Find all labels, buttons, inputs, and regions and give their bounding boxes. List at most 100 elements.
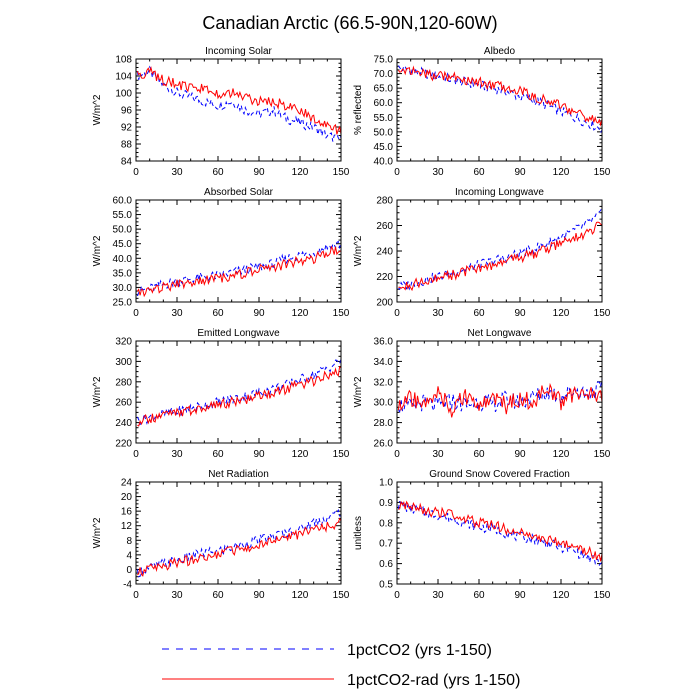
x-tick-label: 0	[394, 590, 400, 601]
panel-title: Absorbed Solar	[204, 187, 274, 198]
y-axis-label: W/m^2	[92, 94, 103, 125]
x-tick-label: 120	[292, 590, 309, 601]
ticks	[135, 58, 342, 162]
y-tick-label: 4	[126, 550, 132, 561]
x-tick-label: 30	[171, 449, 183, 460]
panel-4: Incoming Longwave 0 30 60 90 120 150 200 220 240 2…	[353, 187, 611, 319]
x-tick-label: 150	[594, 308, 611, 319]
y-tick-label: 84	[121, 157, 133, 168]
x-tick-label: 30	[171, 167, 183, 178]
plot-frame	[396, 340, 603, 444]
x-tick-label: 120	[553, 590, 570, 601]
x-tick-label: 120	[553, 308, 570, 319]
x-tick-label: 90	[253, 590, 265, 601]
panel-5: Emitted Longwave 0 30 60 90 120 150 220 240 260 28…	[92, 328, 350, 460]
y-axis-label: W/m^2	[92, 235, 103, 266]
y-tick-label: 0	[126, 565, 132, 576]
y-tick-label: 65.0	[374, 84, 394, 95]
x-tick-label: 90	[253, 167, 265, 178]
panel-3: Absorbed Solar 0 30 60 90 120 150 25.0 30.0 35.0 4…	[92, 187, 350, 319]
x-tick-label: 120	[292, 449, 309, 460]
y-tick-label: 36.0	[374, 337, 394, 348]
y-tick-label: 260	[115, 398, 132, 409]
y-tick-label: 220	[115, 439, 132, 450]
y-tick-label: 40.0	[374, 157, 394, 168]
y-tick-label: 30.0	[374, 398, 394, 409]
panel-8: Ground Snow Covered Fraction 0 30 60 90 120 15…	[353, 469, 611, 601]
y-axis-label: % reflected	[353, 85, 364, 135]
series-1pctco2	[397, 65, 602, 134]
series-1pctco2-rad	[398, 221, 602, 292]
x-tick-label: 30	[432, 590, 444, 601]
x-tick-label: 90	[253, 449, 265, 460]
plot-frame	[396, 199, 603, 303]
y-tick-label: 26.0	[374, 439, 394, 450]
x-tick-label: 90	[253, 308, 265, 319]
panel-title: Incoming Longwave	[455, 187, 544, 198]
x-tick-label: 150	[594, 590, 611, 601]
series-1pctco2	[398, 207, 602, 291]
x-tick-label: 0	[394, 449, 400, 460]
x-tick-label: 30	[432, 449, 444, 460]
x-tick-label: 0	[133, 308, 139, 319]
y-tick-label: 0.7	[379, 539, 393, 550]
y-tick-label: 20	[121, 492, 133, 503]
y-tick-label: 220	[376, 272, 393, 283]
panel-title: Ground Snow Covered Fraction	[429, 469, 570, 480]
y-tick-label: 28.0	[374, 418, 394, 429]
y-tick-label: 100	[115, 89, 132, 100]
panel-1: Incoming Solar 0 30 60 90 120 150 84 88 92 96 100 10…	[92, 46, 350, 178]
x-tick-label: 60	[473, 167, 485, 178]
x-tick-label: 90	[514, 167, 526, 178]
y-axis-label: W/m^2	[92, 376, 103, 407]
x-tick-label: 0	[133, 167, 139, 178]
y-tick-label: 34.0	[374, 357, 394, 368]
x-tick-label: 60	[212, 167, 224, 178]
legend: 1pctCO2 (yrs 1-150) 1pctCO2-rad (yrs 1-1…	[162, 642, 520, 689]
panel-title: Net Radiation	[208, 469, 269, 480]
series-1pctco2	[136, 508, 341, 578]
y-tick-label: 260	[376, 221, 393, 232]
x-tick-label: 150	[333, 449, 350, 460]
x-tick-label: 60	[212, 590, 224, 601]
y-tick-label: 25.0	[113, 298, 133, 309]
series-1pctco2-rad	[136, 245, 341, 298]
x-tick-label: 60	[473, 590, 485, 601]
plot-frame	[396, 481, 603, 585]
series-1pctco2	[397, 500, 602, 567]
series-1pctco2	[136, 240, 341, 297]
y-axis-label: unitless	[353, 516, 364, 550]
y-tick-label: 92	[121, 123, 133, 134]
panel-title: Net Longwave	[468, 328, 532, 339]
x-tick-label: 30	[432, 308, 444, 319]
ticks	[396, 199, 603, 303]
plot-frame	[135, 199, 342, 303]
x-tick-label: 90	[514, 449, 526, 460]
x-tick-label: 0	[133, 449, 139, 460]
y-axis-label: W/m^2	[92, 517, 103, 548]
y-axis-label: W/m^2	[353, 235, 364, 266]
plot-frame	[135, 481, 342, 585]
x-tick-label: 90	[514, 308, 526, 319]
series-1pctco2-rad	[136, 65, 341, 135]
y-tick-label: 200	[376, 298, 393, 309]
x-tick-label: 30	[171, 308, 183, 319]
panel-6: Net Longwave 0 30 60 90 120 150 26.0 28.0 30.0 32.…	[353, 328, 611, 460]
y-tick-label: 55.0	[113, 210, 133, 221]
y-tick-label: 40.0	[113, 254, 133, 265]
x-tick-label: 0	[133, 590, 139, 601]
y-tick-label: 8	[126, 536, 132, 547]
y-tick-label: 1.0	[379, 478, 393, 489]
series-1pctco2-rad	[397, 382, 602, 418]
y-tick-label: 45.0	[113, 239, 133, 250]
series-1pctco2-rad	[137, 365, 341, 427]
y-tick-label: -4	[123, 580, 132, 591]
series-1pctco2	[136, 359, 341, 426]
y-tick-label: 88	[121, 140, 133, 151]
y-tick-label: 30.0	[113, 283, 133, 294]
y-tick-label: 60.0	[374, 98, 394, 109]
y-tick-label: 60.0	[113, 196, 133, 207]
x-tick-label: 30	[432, 167, 444, 178]
